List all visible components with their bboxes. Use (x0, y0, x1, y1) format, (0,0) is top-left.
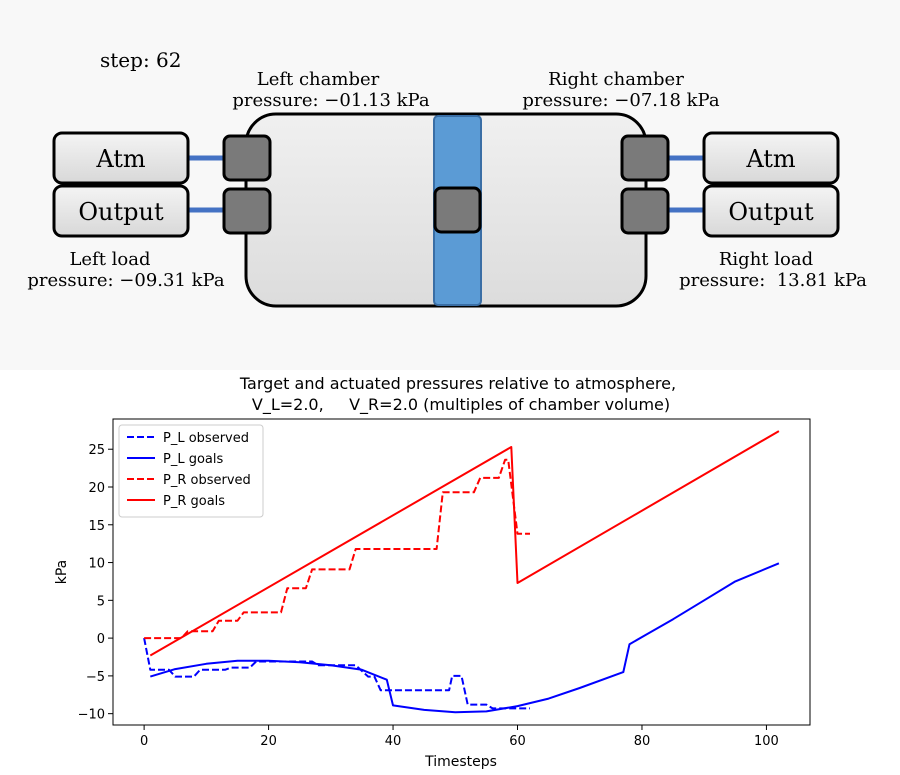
left-load-title: Left load (69, 249, 150, 270)
left-output-valve[interactable] (222, 187, 272, 235)
y-tick-label: −10 (78, 708, 105, 723)
y-tick-label: 15 (88, 519, 105, 534)
left-atm-label: Atm (95, 145, 146, 173)
y-tick-label: 25 (88, 443, 105, 458)
chart-title-line2: V_L=2.0, V_R=2.0 (multiples of chamber v… (252, 395, 670, 415)
x-tick-label: 80 (634, 734, 651, 749)
x-tick-label: 60 (509, 734, 526, 749)
simulation-view: step: 62 Left chamber pressure: −01.13 k… (0, 0, 900, 370)
legend-box (118, 424, 264, 518)
y-tick-label: 0 (97, 632, 105, 647)
left-load-pressure: pressure: −09.31 kPa (27, 270, 224, 291)
right-chamber-pressure: pressure: −07.18 kPa (522, 90, 719, 111)
series-line-p-l-goals (150, 562, 780, 714)
x-tick-label: 40 (385, 734, 402, 749)
left-output-label: Output (78, 198, 164, 226)
simulation-canvas: step: 62 Left chamber pressure: −01.13 k… (27, 48, 867, 308)
right-load-pressure: pressure: 13.81 kPa (679, 270, 867, 291)
series-line-p-l-observed (143, 637, 530, 710)
y-tick-label: 20 (88, 481, 105, 496)
y-tick-label: −5 (86, 670, 105, 685)
right-atm-valve[interactable] (620, 134, 670, 182)
piston-valve[interactable] (433, 186, 482, 234)
x-tick-label: 0 (140, 734, 148, 749)
pressure-chart-canvas: Target and actuated pressures relative t… (54, 374, 811, 770)
right-output-label: Output (728, 198, 814, 226)
left-atm-valve[interactable] (222, 134, 272, 182)
legend-label: P_R observed (163, 473, 251, 488)
chart-title-line1: Target and actuated pressures relative t… (239, 374, 676, 393)
plot-frame (112, 418, 811, 726)
legend-label: P_R goals (163, 494, 225, 509)
legend-label: P_L observed (163, 431, 249, 446)
left-chamber-pressure: pressure: −01.13 kPa (232, 90, 429, 111)
right-chamber-title: Right chamber (548, 69, 684, 90)
series-line-p-r-goals (149, 430, 780, 657)
y-tick-label: 5 (97, 594, 105, 609)
x-tick-label: 100 (754, 734, 779, 749)
x-tick-label: 20 (260, 734, 277, 749)
right-atm-button[interactable]: Atm (702, 131, 840, 185)
y-axis-label: kPa (54, 560, 70, 585)
left-output-button[interactable]: Output (52, 184, 190, 238)
left-atm-button[interactable]: Atm (52, 131, 190, 185)
pressure-chart: Target and actuated pressures relative t… (0, 370, 900, 770)
x-axis-label: Timesteps (424, 754, 497, 770)
right-output-valve[interactable] (620, 187, 670, 235)
series-line-p-r-observed (144, 458, 530, 640)
right-atm-label: Atm (745, 145, 796, 173)
right-output-button[interactable]: Output (702, 184, 840, 238)
right-load-title: Right load (719, 249, 813, 270)
y-tick-label: 10 (88, 557, 105, 572)
step-counter: step: 62 (100, 48, 181, 72)
left-chamber-title: Left chamber (257, 69, 380, 90)
legend-label: P_L goals (163, 452, 223, 467)
